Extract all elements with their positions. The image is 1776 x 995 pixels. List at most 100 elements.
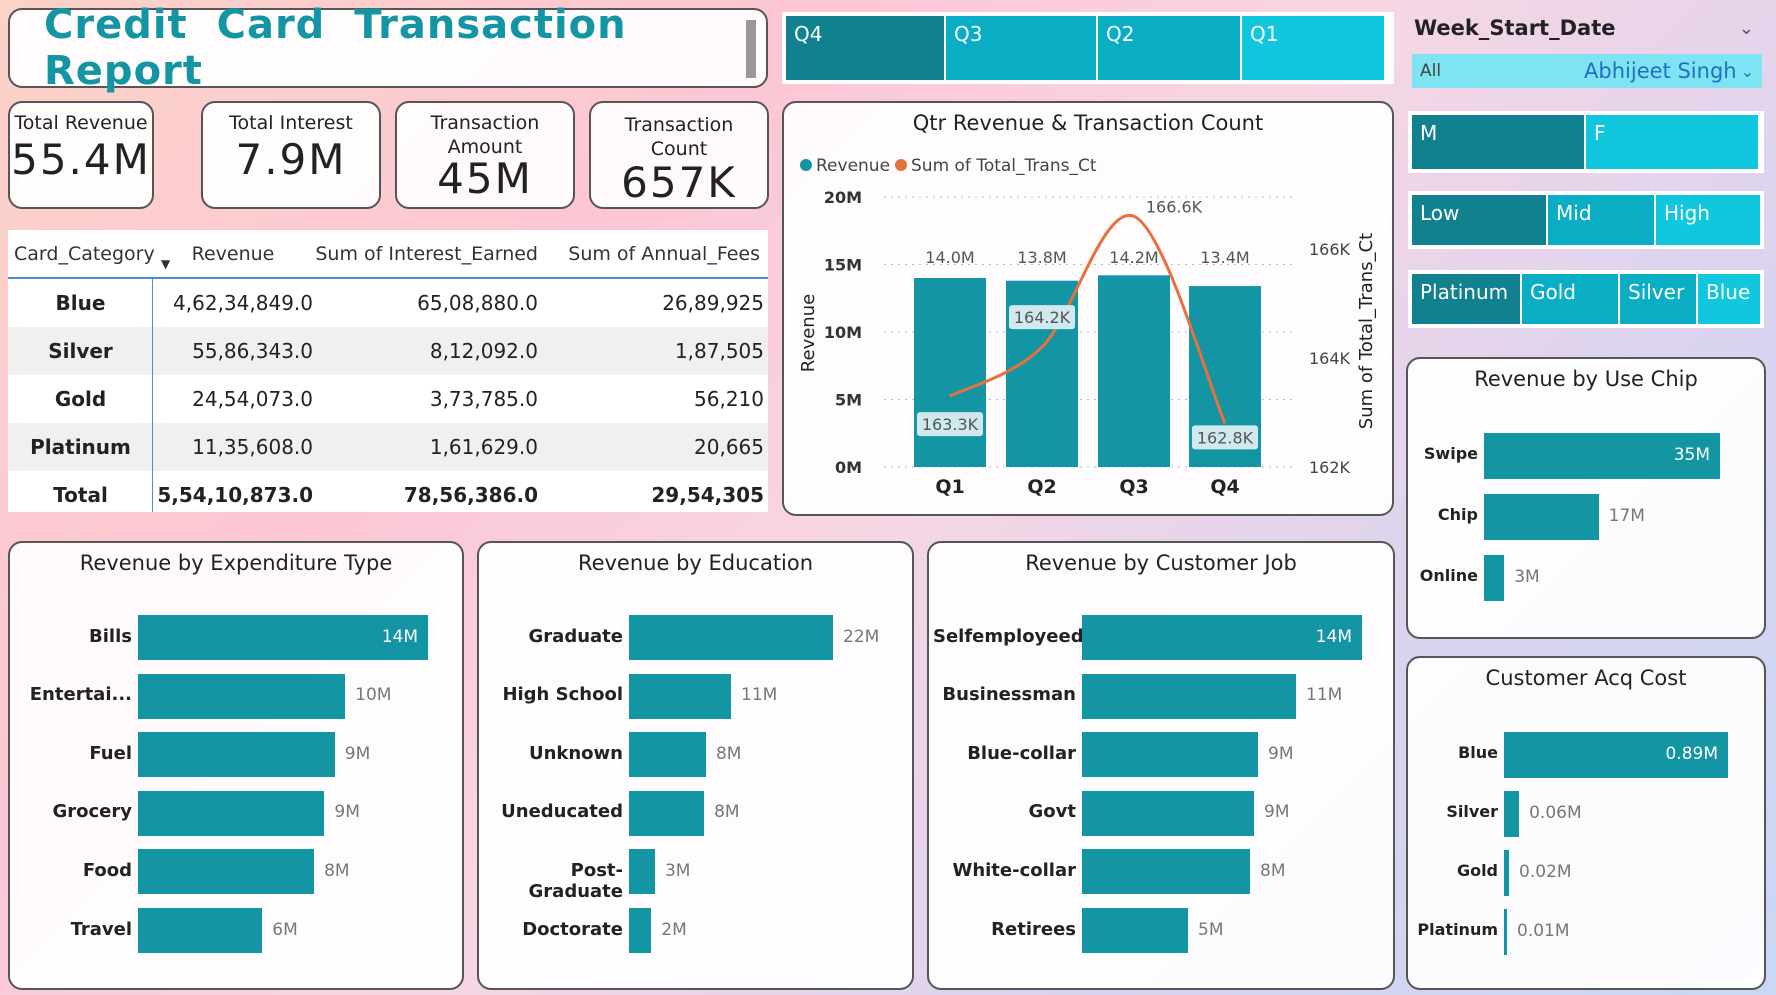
bar[interactable] bbox=[1484, 555, 1505, 601]
slicer-q1[interactable]: Q1 bbox=[1242, 16, 1384, 80]
slicer-mid[interactable]: Mid bbox=[1548, 195, 1654, 245]
revenue-bar[interactable] bbox=[1098, 275, 1170, 467]
cell-revenue: 4,62,34,849.0 bbox=[173, 291, 313, 315]
customer-job-card: Revenue by Customer Job Selfemployeed 14M… bbox=[927, 541, 1395, 990]
bar-category-label: Silver bbox=[1446, 802, 1498, 821]
slicer-low[interactable]: Low bbox=[1412, 195, 1546, 245]
bar-data-label: 3M bbox=[1514, 567, 1540, 587]
cell-revenue: 55,86,343.0 bbox=[192, 339, 313, 363]
kpi-transaction-count: Transaction Count 657K bbox=[589, 101, 769, 209]
category-slicer: Platinum Gold Silver Blue bbox=[1408, 270, 1764, 328]
bar[interactable] bbox=[1504, 850, 1510, 896]
slicer-m[interactable]: M bbox=[1412, 115, 1584, 169]
slicer-platinum[interactable]: Platinum bbox=[1412, 274, 1520, 324]
bar[interactable] bbox=[1484, 433, 1720, 479]
bar[interactable] bbox=[629, 908, 652, 953]
header-revenue[interactable]: Revenue bbox=[191, 242, 275, 265]
bar[interactable] bbox=[138, 673, 346, 719]
bar[interactable] bbox=[1504, 909, 1507, 955]
bar[interactable] bbox=[138, 615, 428, 660]
bar[interactable] bbox=[629, 673, 731, 719]
kpi-value: 7.9M bbox=[235, 135, 347, 184]
bar[interactable] bbox=[1082, 790, 1254, 836]
bar-category-label: Grocery bbox=[52, 801, 132, 823]
cell-revenue: 5,54,10,873.0 bbox=[157, 483, 313, 507]
chart-title: Revenue by Education bbox=[577, 551, 814, 575]
bar[interactable] bbox=[1504, 791, 1520, 837]
y-axis-title: Revenue bbox=[798, 294, 819, 372]
header-annual-fees[interactable]: Sum of Annual_Fees bbox=[568, 242, 760, 265]
report-title-card: Credit Card Transaction Report bbox=[8, 2, 768, 94]
header-interest[interactable]: Sum of Interest_Earned bbox=[315, 242, 538, 265]
scrollbar[interactable] bbox=[746, 20, 756, 78]
trans-data-label: 162.8K bbox=[1197, 428, 1254, 447]
bar-category-label: Graduate bbox=[528, 625, 623, 647]
cell-revenue: 24,54,073.0 bbox=[192, 387, 313, 411]
bar-data-label: 8M bbox=[714, 802, 740, 823]
slicer-silver[interactable]: Silver bbox=[1620, 274, 1696, 324]
bar-category-label: Retirees bbox=[991, 918, 1076, 940]
bar-category-label: Govt bbox=[1028, 801, 1076, 823]
bar-data-label: 11M bbox=[741, 685, 778, 706]
bar-category-label: Platinum bbox=[1417, 920, 1498, 939]
revenue-data-label: 13.8M bbox=[1017, 248, 1066, 267]
bar-data-label: 8M bbox=[324, 860, 350, 881]
bar-category-label: Swipe bbox=[1423, 444, 1478, 463]
legend-trans-label: Sum of Total_Trans_Ct bbox=[911, 156, 1097, 176]
slicer-blue[interactable]: Blue bbox=[1698, 274, 1760, 324]
slicer-high[interactable]: High bbox=[1656, 195, 1760, 245]
slicer-q2[interactable]: Q2 bbox=[1098, 16, 1240, 80]
chart-title: Revenue by Use Chip bbox=[1474, 367, 1698, 391]
y2-tick-label: 164K bbox=[1309, 349, 1351, 368]
expenditure-card: Revenue by Expenditure Type Bills 14M Ente… bbox=[8, 541, 464, 990]
bar[interactable] bbox=[629, 849, 655, 895]
trans-data-label: 166.6K bbox=[1146, 197, 1203, 216]
cell-interest: 3,73,785.0 bbox=[429, 387, 538, 411]
bar-data-label: 8M bbox=[715, 743, 742, 764]
kpi-label: Total Revenue bbox=[14, 112, 148, 134]
bar[interactable] bbox=[1082, 732, 1258, 778]
bar-data-label: 10M bbox=[355, 685, 392, 706]
week-dropdown[interactable]: All Abhijeet Singh ⌄ bbox=[1412, 54, 1762, 88]
sort-desc-icon[interactable]: ▼ bbox=[161, 256, 171, 271]
bar[interactable] bbox=[1082, 615, 1362, 660]
chevron-down-icon[interactable]: ⌄ bbox=[1738, 18, 1754, 39]
bar[interactable] bbox=[1082, 673, 1296, 719]
cell-total-label: Total bbox=[53, 483, 108, 507]
bar-data-label: 35M bbox=[1673, 445, 1710, 465]
bar[interactable] bbox=[1082, 908, 1188, 953]
bar[interactable] bbox=[1484, 494, 1599, 540]
kpi-label: Total Interest bbox=[229, 112, 353, 134]
x-tick-label: Q4 bbox=[1210, 476, 1239, 498]
slicer-gold[interactable]: Gold bbox=[1522, 274, 1618, 324]
table-row: Platinum 11,35,608.0 1,61,629.0 20,665 bbox=[8, 423, 768, 471]
bar[interactable] bbox=[629, 732, 706, 778]
bar[interactable] bbox=[1504, 732, 1728, 778]
bar[interactable] bbox=[1082, 849, 1250, 895]
x-tick-label: Q3 bbox=[1119, 476, 1148, 498]
bar[interactable] bbox=[138, 908, 263, 953]
bar[interactable] bbox=[629, 615, 833, 660]
slicer-f[interactable]: F bbox=[1586, 115, 1758, 169]
bar-data-label: 17M bbox=[1608, 506, 1645, 526]
y2-axis-title: Sum of Total_Trans_Ct bbox=[1356, 233, 1377, 429]
table-total-row: Total 5,54,10,873.0 78,56,386.0 29,54,30… bbox=[8, 471, 768, 519]
x-tick-label: Q1 bbox=[935, 476, 964, 498]
bar[interactable] bbox=[138, 849, 315, 895]
bar[interactable] bbox=[629, 790, 705, 836]
bar-data-label: 0.02M bbox=[1519, 862, 1572, 882]
bar[interactable] bbox=[138, 732, 335, 778]
slicer-q4[interactable]: Q4 bbox=[786, 16, 944, 80]
header-card-category[interactable]: Card_Category ▼ bbox=[8, 243, 170, 271]
trans-label-bg bbox=[917, 412, 983, 437]
bar-category-label: Chip bbox=[1437, 505, 1478, 524]
chart-title: Revenue by Customer Job bbox=[1025, 551, 1297, 575]
bar[interactable] bbox=[138, 790, 325, 836]
slicer-q3[interactable]: Q3 bbox=[946, 16, 1096, 80]
bar-data-label: 22M bbox=[843, 626, 880, 647]
card-category-table: Card_Category ▼ Revenue Sum of Interest_… bbox=[8, 230, 768, 512]
chevron-down-icon: ⌄ bbox=[1740, 61, 1754, 81]
bar-data-label: 9M bbox=[1268, 743, 1294, 764]
revenue-bar[interactable] bbox=[914, 278, 986, 467]
y-tick-label: 0M bbox=[835, 458, 862, 477]
